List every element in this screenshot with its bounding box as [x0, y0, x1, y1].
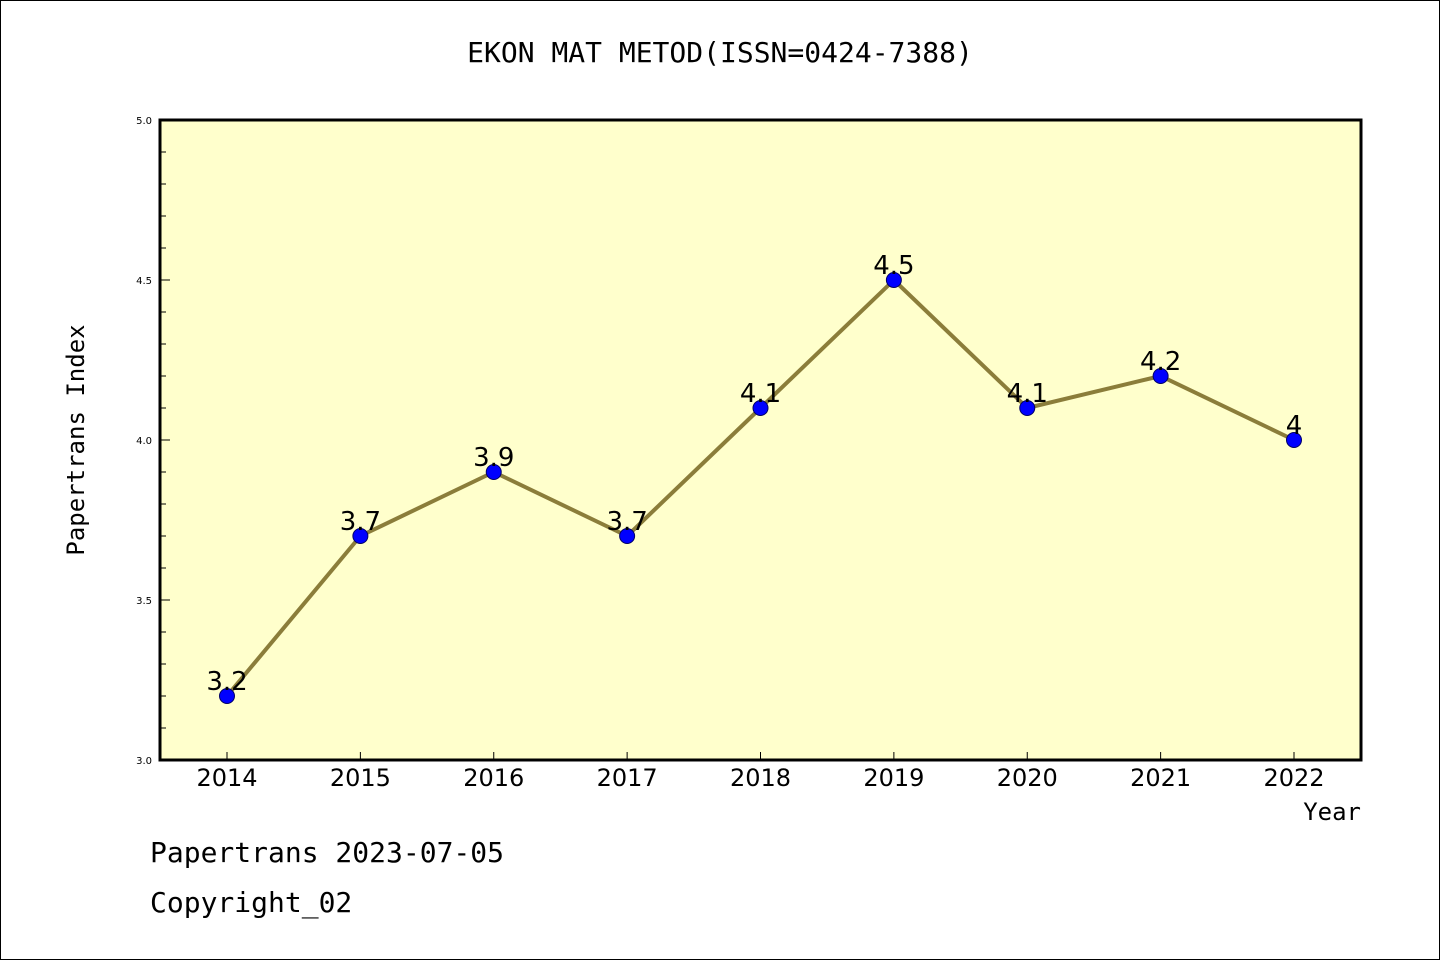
- data-point: [752, 400, 769, 416]
- x-tick-label: 2016: [463, 764, 524, 792]
- x-tick-label: 2020: [997, 764, 1058, 792]
- x-tick-label: 2022: [1263, 764, 1324, 792]
- x-tick-label: 2019: [863, 764, 924, 792]
- data-label: 4.2: [1140, 347, 1181, 377]
- y-tick-label: 5.0: [136, 116, 152, 127]
- x-axis-label: Year: [1303, 798, 1361, 826]
- y-tick-label: 4.5: [136, 276, 152, 287]
- y-axis-label: Papertrans Index: [62, 324, 90, 555]
- data-label: 3.7: [340, 507, 381, 537]
- data-point: [1019, 400, 1036, 416]
- data-label: 4.5: [873, 251, 914, 281]
- x-tick-label: 2018: [730, 764, 791, 792]
- plot-border: [158, 118, 1363, 762]
- y-tick-label: 3.0: [136, 756, 152, 767]
- data-label: 3.2: [206, 667, 247, 697]
- data-point: [619, 528, 636, 544]
- data-label: 4: [1286, 411, 1303, 441]
- x-tick-label: 2014: [196, 764, 257, 792]
- data-label: 4.1: [740, 379, 781, 409]
- data-label: 3.7: [606, 507, 647, 537]
- data-label: 3.9: [473, 443, 514, 473]
- y-tick-label: 3.5: [136, 596, 152, 607]
- data-label: 4.1: [1007, 379, 1048, 409]
- chart-title: EKON MAT METOD(ISSN=0424-7388): [467, 36, 973, 69]
- footer-copyright: Copyright_02: [150, 886, 353, 919]
- data-point: [219, 688, 235, 704]
- data-point: [352, 528, 369, 544]
- data-point: [485, 464, 502, 480]
- data-point: [885, 272, 902, 288]
- plot-background: [160, 120, 1361, 760]
- footer-date: Papertrans 2023-07-05: [150, 836, 505, 869]
- x-tick-label: 2021: [1130, 764, 1191, 792]
- data-point: [1152, 368, 1169, 384]
- x-tick-label: 2015: [330, 764, 391, 792]
- y-tick-label: 4.0: [136, 436, 152, 447]
- x-tick-label: 2017: [597, 764, 658, 792]
- data-point: [1286, 432, 1302, 448]
